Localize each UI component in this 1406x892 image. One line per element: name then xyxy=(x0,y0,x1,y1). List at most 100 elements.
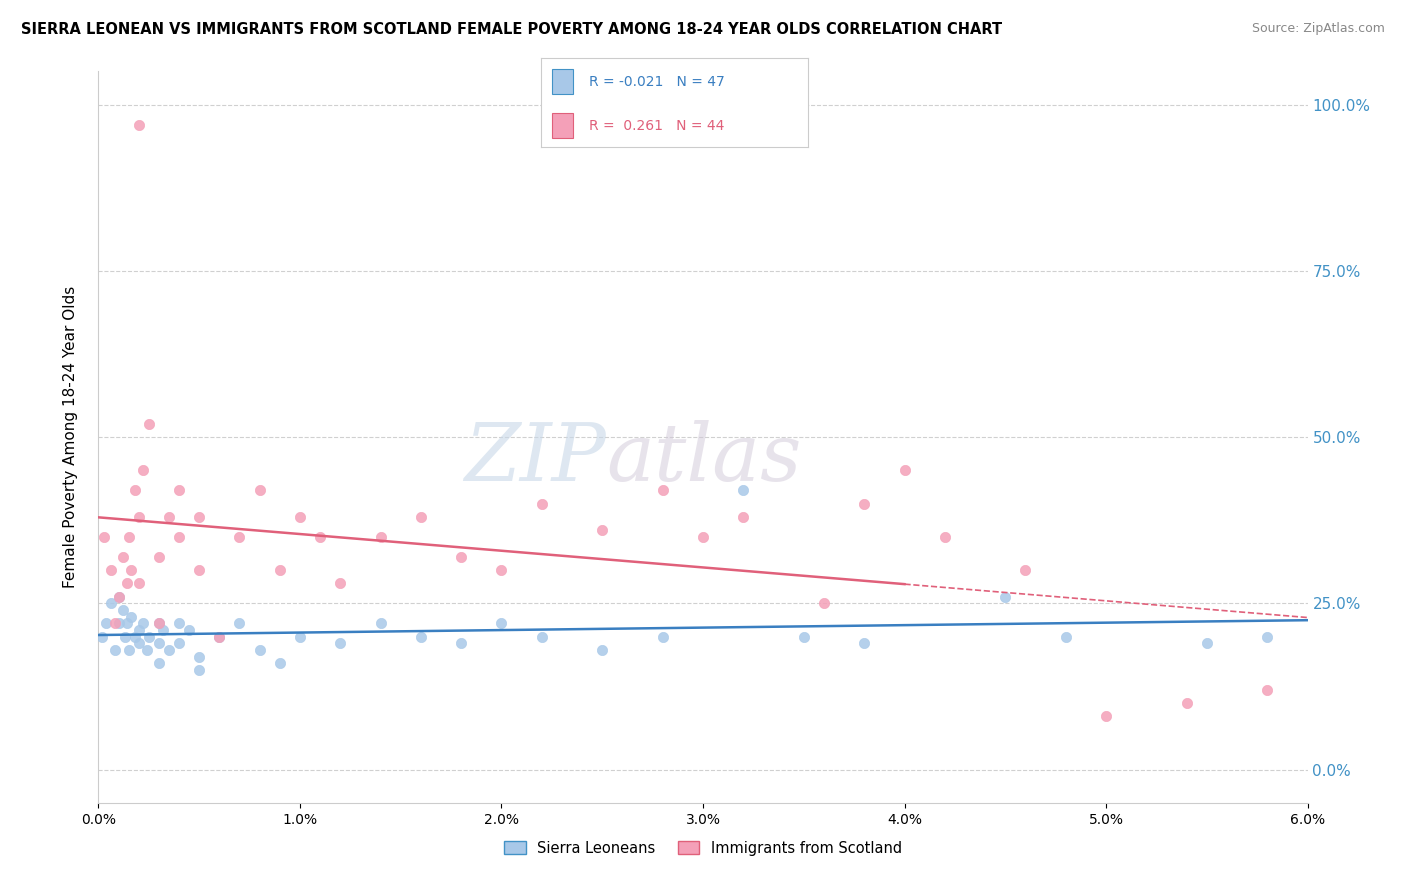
Point xyxy=(148,636,170,650)
Point xyxy=(148,616,170,631)
Point xyxy=(853,497,876,511)
Point xyxy=(167,483,190,498)
Point xyxy=(530,630,553,644)
Point xyxy=(934,530,956,544)
Point xyxy=(115,576,138,591)
Point xyxy=(100,596,122,610)
Point xyxy=(370,530,392,544)
Point xyxy=(188,563,211,577)
Point xyxy=(107,616,129,631)
Text: SIERRA LEONEAN VS IMMIGRANTS FROM SCOTLAND FEMALE POVERTY AMONG 18-24 YEAR OLDS : SIERRA LEONEAN VS IMMIGRANTS FROM SCOTLA… xyxy=(21,22,1002,37)
Point xyxy=(100,563,122,577)
Point xyxy=(120,609,142,624)
Point xyxy=(409,630,432,644)
Point xyxy=(188,663,211,677)
Point xyxy=(651,483,673,498)
Point xyxy=(111,549,134,564)
Point xyxy=(107,590,129,604)
Point xyxy=(228,530,250,544)
Point xyxy=(288,630,311,644)
Point xyxy=(893,463,915,477)
Point xyxy=(1054,630,1077,644)
Point xyxy=(208,630,231,644)
Point xyxy=(1256,682,1278,697)
Point xyxy=(813,596,835,610)
Legend: Sierra Leoneans, Immigrants from Scotland: Sierra Leoneans, Immigrants from Scotlan… xyxy=(498,835,908,862)
Point xyxy=(128,623,150,637)
Point xyxy=(128,636,150,650)
Point xyxy=(167,636,190,650)
Text: R =  0.261   N = 44: R = 0.261 N = 44 xyxy=(589,119,724,133)
Point xyxy=(115,616,138,631)
Point xyxy=(530,497,553,511)
Point xyxy=(793,630,815,644)
Point xyxy=(107,590,129,604)
Point xyxy=(138,630,160,644)
Point xyxy=(269,656,291,670)
Point xyxy=(148,549,170,564)
Point xyxy=(96,616,118,631)
Text: Source: ZipAtlas.com: Source: ZipAtlas.com xyxy=(1251,22,1385,36)
Point xyxy=(1014,563,1036,577)
Point xyxy=(167,530,190,544)
Point xyxy=(118,643,141,657)
Point xyxy=(128,118,150,132)
Point xyxy=(591,643,613,657)
Point xyxy=(120,563,142,577)
Y-axis label: Female Poverty Among 18-24 Year Olds: Female Poverty Among 18-24 Year Olds xyxy=(63,286,77,588)
Point xyxy=(591,523,613,537)
Point xyxy=(1175,696,1198,710)
Point xyxy=(132,463,155,477)
Text: ZIP: ZIP xyxy=(464,420,606,498)
Point xyxy=(853,636,876,650)
Point xyxy=(692,530,714,544)
Point xyxy=(91,630,114,644)
Point xyxy=(148,656,170,670)
Point xyxy=(651,630,673,644)
Point xyxy=(249,483,271,498)
Point xyxy=(124,483,146,498)
Point xyxy=(370,616,392,631)
Point xyxy=(733,483,755,498)
Point xyxy=(733,509,755,524)
Point xyxy=(132,616,155,631)
Point xyxy=(148,616,170,631)
Point xyxy=(93,530,115,544)
Point xyxy=(118,530,141,544)
Point xyxy=(157,509,180,524)
Point xyxy=(269,563,291,577)
Point xyxy=(167,616,190,631)
Point xyxy=(491,616,513,631)
Point xyxy=(179,623,201,637)
Text: atlas: atlas xyxy=(606,420,801,498)
Point xyxy=(994,590,1017,604)
Point xyxy=(329,576,352,591)
Point xyxy=(128,509,150,524)
Point xyxy=(103,643,125,657)
Point xyxy=(128,576,150,591)
Point xyxy=(135,643,157,657)
Point xyxy=(1195,636,1218,650)
Point xyxy=(114,630,136,644)
Point xyxy=(188,509,211,524)
Point xyxy=(152,623,174,637)
Bar xyxy=(553,69,574,94)
Point xyxy=(249,643,271,657)
Point xyxy=(228,616,250,631)
Point xyxy=(329,636,352,650)
Point xyxy=(188,649,211,664)
Point xyxy=(103,616,125,631)
Point xyxy=(450,636,472,650)
Point xyxy=(450,549,472,564)
Point xyxy=(288,509,311,524)
Point xyxy=(138,417,160,431)
Point xyxy=(157,643,180,657)
Point xyxy=(491,563,513,577)
Point xyxy=(1095,709,1118,723)
Text: R = -0.021   N = 47: R = -0.021 N = 47 xyxy=(589,75,725,89)
Point xyxy=(309,530,332,544)
Point xyxy=(409,509,432,524)
Point xyxy=(208,630,231,644)
Point xyxy=(124,630,146,644)
Bar xyxy=(553,113,574,138)
